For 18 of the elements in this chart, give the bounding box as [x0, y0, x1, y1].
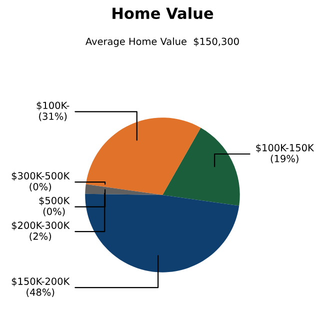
legend-label: $300K-500K — [12, 172, 70, 181]
slice-label: $200K-300K — [12, 221, 70, 230]
text: (0%) — [43, 208, 65, 216]
chart-subtitle: Average Home Value $150,300 — [86, 38, 239, 47]
pie-slice — [86, 118, 201, 195]
data-label: (2%) — [30, 232, 52, 242]
pie-slice — [85, 194, 240, 272]
data-label: (31%) — [39, 112, 67, 122]
slice-label: $100K- — [36, 102, 70, 110]
legend-label: $500K — [39, 196, 70, 206]
pie-slice — [162, 128, 240, 206]
slice-label: $150K-200K — [12, 277, 70, 286]
data-label: (48%) — [26, 288, 54, 297]
slice-label: $100K-150K — [256, 144, 314, 153]
chart-title: Home Value — [112, 7, 214, 20]
text: (0%) — [30, 182, 52, 192]
data-label: (19%) — [270, 154, 298, 164]
pie-slice — [85, 184, 162, 195]
